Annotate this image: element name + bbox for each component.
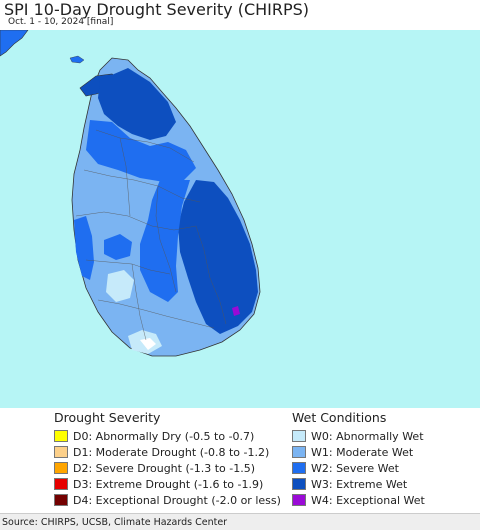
swatch-w0 <box>292 430 306 442</box>
swatch-d0 <box>54 430 68 442</box>
india-coast <box>0 30 29 57</box>
legend-label-d4: D4: Exceptional Drought (-2.0 or less) <box>73 493 281 507</box>
swatch-d4 <box>54 494 68 506</box>
legend-label-d2: D2: Severe Drought (-1.3 to -1.5) <box>73 461 256 475</box>
wet-legend-heading: Wet Conditions <box>292 410 387 425</box>
swatch-d2 <box>54 462 68 474</box>
north-w3-region <box>98 68 176 140</box>
swatch-w1 <box>292 446 306 458</box>
legend-item-d1: D1: Moderate Drought (-0.8 to -1.2) <box>54 444 284 460</box>
west-w2-strip <box>74 216 94 280</box>
legend-item-w2: W2: Severe Wet <box>292 460 472 476</box>
swatch-d3 <box>54 478 68 490</box>
swatch-w4 <box>292 494 306 506</box>
north-w2-region <box>86 120 196 182</box>
legend-item-w1: W1: Moderate Wet <box>292 444 472 460</box>
source-footer: Source: CHIRPS, UCSB, Climate Hazards Ce… <box>0 513 480 530</box>
legend-label-d1: D1: Moderate Drought (-0.8 to -1.2) <box>73 445 270 459</box>
central-w2-block <box>104 234 132 260</box>
swatch-w2 <box>292 462 306 474</box>
legend-label-d3: D3: Extreme Drought (-1.6 to -1.9) <box>73 477 264 491</box>
legend-label-w4: W4: Exceptional Wet <box>311 493 425 507</box>
south-w0-patch-a <box>106 270 134 302</box>
map-subtitle: Oct. 1 - 10, 2024 [final] <box>8 17 114 27</box>
legend-item-d4: D4: Exceptional Drought (-2.0 or less) <box>54 492 284 508</box>
district-boundaries <box>75 129 227 341</box>
mannar-islands <box>69 55 85 64</box>
sri-lanka-map <box>0 30 480 408</box>
east-w3-region <box>178 180 258 334</box>
east-w2-region <box>140 180 190 302</box>
swatch-w3 <box>292 478 306 490</box>
legend-label-w0: W0: Abnormally Wet <box>311 429 424 443</box>
legend-item-w0: W0: Abnormally Wet <box>292 428 472 444</box>
south-white-patch <box>140 338 156 350</box>
legend-item-d2: D2: Severe Drought (-1.3 to -1.5) <box>54 460 284 476</box>
legend-label-w1: W1: Moderate Wet <box>311 445 414 459</box>
legend-label-d0: D0: Abnormally Dry (-0.5 to -0.7) <box>73 429 255 443</box>
legend-item-d0: D0: Abnormally Dry (-0.5 to -0.7) <box>54 428 284 444</box>
wet-legend: Wet Conditions W0: Abnormally Wet W1: Mo… <box>292 410 472 510</box>
legend-label-w3: W3: Extreme Wet <box>311 477 408 491</box>
map-title: SPI 10-Day Drought Severity (CHIRPS) <box>4 0 310 19</box>
legend-label-w2: W2: Severe Wet <box>311 461 399 475</box>
legend-item-w3: W3: Extreme Wet <box>292 476 472 492</box>
legend-item-d3: D3: Extreme Drought (-1.6 to -1.9) <box>54 476 284 492</box>
swatch-d1 <box>54 446 68 458</box>
drought-legend-heading: Drought Severity <box>54 410 161 425</box>
legend-item-w4: W4: Exceptional Wet <box>292 492 472 508</box>
drought-legend: Drought Severity D0: Abnormally Dry (-0.… <box>54 410 284 510</box>
east-w4-spot <box>232 306 240 316</box>
